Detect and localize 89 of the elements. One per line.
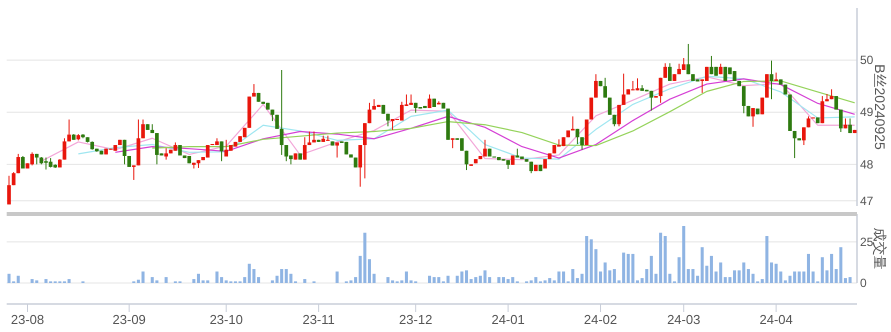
candlestick: [751, 108, 755, 128]
candlestick: [21, 155, 25, 169]
y-tick-label: 47: [860, 194, 874, 208]
candlestick: [806, 116, 810, 128]
candlestick: [280, 70, 284, 156]
bar: [7, 274, 11, 283]
candlestick: [576, 128, 580, 144]
candlestick: [617, 104, 621, 127]
x-tick-label: 23-11: [302, 312, 335, 327]
candlestick: [141, 119, 145, 139]
candlestick: [622, 73, 626, 106]
candlestick: [312, 130, 316, 143]
bar: [349, 280, 353, 283]
candlestick: [668, 62, 672, 82]
candlestick: [765, 74, 769, 98]
candlestick: [770, 60, 774, 100]
candlestick: [594, 74, 598, 98]
candlestick: [686, 43, 690, 75]
y-tick-label: 50: [860, 53, 874, 68]
candlestick: [820, 96, 824, 124]
candlestick: [802, 126, 806, 146]
candlestick: [386, 113, 390, 127]
candlestick: [358, 144, 362, 188]
candlestick: [302, 136, 307, 160]
candlestick: [275, 114, 279, 130]
candlestick: [580, 136, 584, 150]
candlestick: [848, 118, 852, 134]
x-tick-label: 23-09: [112, 312, 146, 327]
y-tick-label: 48: [860, 157, 874, 172]
candlestick: [270, 109, 274, 122]
x-tick-label: 23-08: [10, 312, 44, 327]
candlestick: [603, 77, 607, 98]
candlestick: [464, 150, 468, 171]
y-axis-title: B丝20240925: [872, 64, 888, 150]
candlestick: [362, 122, 367, 179]
y-axis-title: 成交量: [872, 228, 888, 270]
candlestick: [354, 157, 358, 168]
candlestick: [16, 153, 20, 174]
candlestick: [252, 84, 256, 98]
candlestick: [792, 130, 796, 159]
y-tick-label: 0: [860, 276, 867, 290]
bar: [788, 276, 792, 283]
candlestick: [132, 164, 136, 180]
x-tick-label: 24-03: [667, 312, 700, 327]
candlestick: [428, 94, 432, 109]
candlestick: [368, 102, 372, 124]
bar: [303, 279, 306, 283]
x-tick-label: 23-10: [210, 312, 243, 327]
candlestick: [834, 96, 838, 110]
candlestick: [589, 97, 594, 120]
candlestick: [62, 138, 66, 160]
candlestick: [335, 142, 339, 158]
x-tick-label: 24-04: [760, 312, 793, 327]
x-tick-label: 23-12: [399, 312, 432, 327]
candlestick: [529, 161, 534, 174]
candlestick: [663, 62, 668, 78]
bar: [483, 270, 487, 283]
candlestick: [838, 109, 843, 133]
bar: [44, 279, 48, 283]
bar: [464, 270, 468, 283]
candlestick: [122, 139, 126, 165]
x-tick-label: 24-02: [584, 312, 618, 327]
bar: [428, 276, 432, 283]
candlestick: [658, 77, 662, 104]
candlestick: [7, 175, 11, 205]
candlestick: [570, 116, 575, 131]
bar: [502, 277, 506, 283]
candlestick: [704, 66, 709, 82]
candlestick: [608, 97, 612, 116]
candlestick: [12, 172, 16, 186]
candlestick: [742, 86, 746, 114]
candlestick: [178, 144, 182, 156]
candlestick: [206, 144, 210, 158]
candlestick: [784, 84, 788, 95]
y-tick-label: 49: [860, 105, 874, 120]
candlestick: [164, 148, 168, 160]
candlestick: [760, 97, 764, 115]
y-tick-label: 25: [860, 234, 874, 249]
bar: [164, 277, 168, 283]
candlestick: [308, 130, 312, 146]
x-tick-label: 24-01: [491, 312, 525, 327]
candlestick: [67, 119, 71, 142]
candlestick: [543, 158, 547, 169]
bar: [196, 274, 200, 283]
candlestick: [224, 139, 228, 157]
candlestick: [220, 140, 224, 162]
candlestick: [844, 118, 848, 129]
bar: [336, 272, 339, 283]
line-series: [152, 80, 856, 149]
